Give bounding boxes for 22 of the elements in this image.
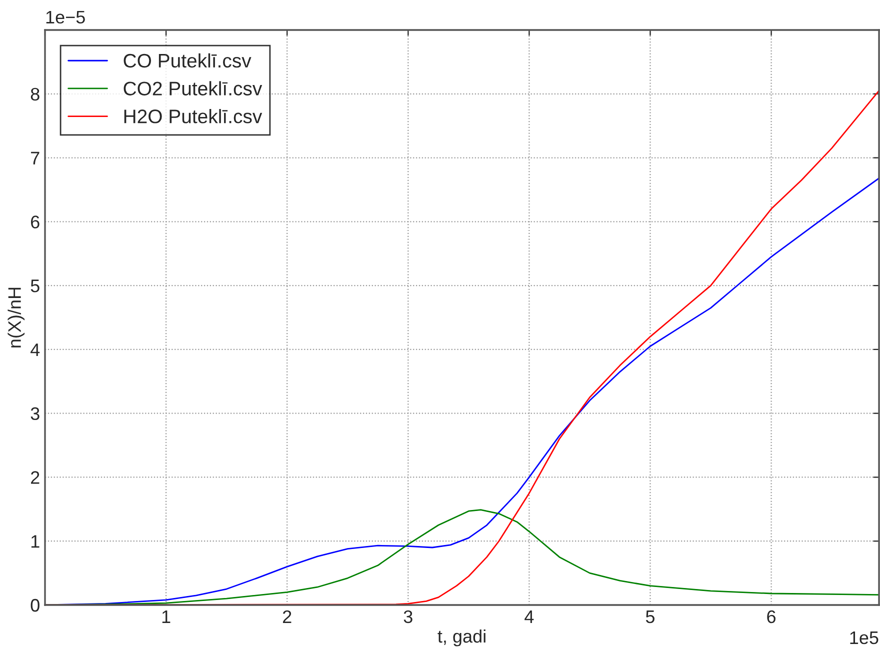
legend-label: H2O Puteklī.csv xyxy=(124,109,262,124)
x-tick-label: 3 xyxy=(404,610,412,624)
y-tick-label: 6 xyxy=(31,216,40,228)
text: 1e−5 xyxy=(46,10,85,24)
legend-label: CO2 Puteklī.csv xyxy=(124,81,262,96)
y-tick-label: 3 xyxy=(30,407,40,420)
y-tick-label: 0 xyxy=(30,598,40,612)
x-tick-label: 5 xyxy=(646,610,654,624)
y-tick-label: 4 xyxy=(30,344,40,356)
x-tick-label: 4 xyxy=(524,610,534,623)
y-tick-label: 8 xyxy=(30,88,40,101)
x-tick-label: 2 xyxy=(282,610,292,623)
x-axis-title: t, gadi xyxy=(438,629,486,646)
x-tick-label: 1 xyxy=(162,610,170,623)
y-tick-label: 1 xyxy=(31,535,40,548)
y-tick-label: 7 xyxy=(31,152,40,164)
y-tick-label: 2 xyxy=(31,471,40,484)
x-tick-label: 6 xyxy=(767,610,776,624)
text: 1e5 xyxy=(850,632,878,644)
y-tick-label: 5 xyxy=(30,280,40,292)
y-axis-title: n(X)/nH xyxy=(8,288,25,348)
legend-label: CO Puteklī.csv xyxy=(124,53,252,68)
